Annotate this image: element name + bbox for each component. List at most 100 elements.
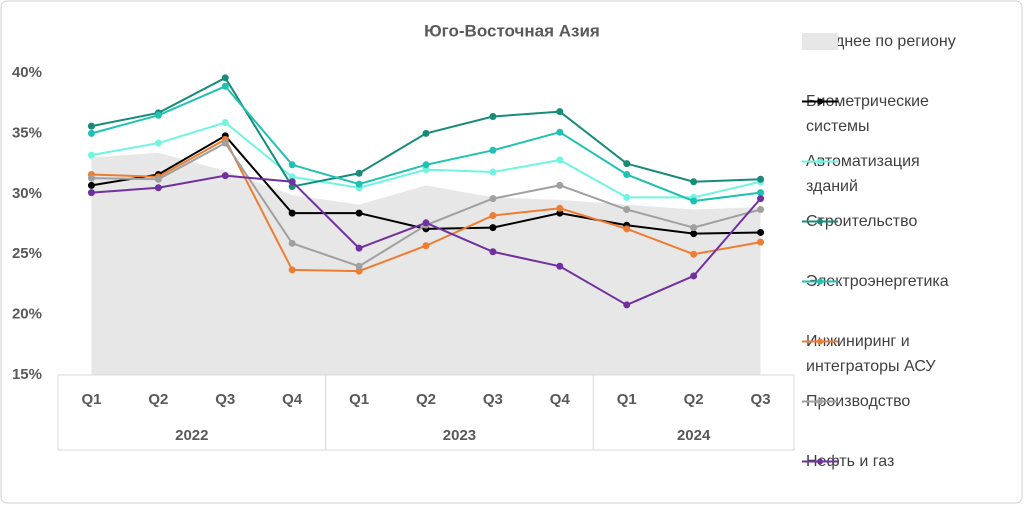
marker: [355, 209, 363, 217]
legend-swatch: [802, 33, 838, 50]
marker: [757, 195, 765, 203]
legend-swatch: [802, 398, 838, 405]
marker: [556, 262, 564, 270]
marker: [489, 112, 497, 120]
marker: [288, 178, 296, 186]
legend-marker: [817, 338, 823, 345]
legend-label: Электроэнергетика: [806, 273, 949, 290]
legend-label: Среднее по региону: [806, 33, 956, 50]
legend-marker: [817, 398, 823, 405]
legend-swatch: [802, 458, 838, 465]
legend-label: Производство: [806, 393, 911, 410]
marker: [556, 108, 564, 116]
legend-item: Строительство: [800, 209, 976, 234]
marker: [87, 181, 95, 189]
legend-swatch: [802, 158, 838, 165]
x-tick-label: Q1: [617, 391, 637, 408]
marker: [623, 193, 631, 201]
legend-label: Инжиниринг и интеграторы АСУ: [806, 333, 936, 375]
x-group-label: 2022: [175, 427, 208, 444]
marker: [154, 175, 162, 183]
legend-item: Инжиниринг и интеграторы АСУ: [800, 329, 976, 379]
marker: [757, 189, 765, 197]
marker: [623, 170, 631, 178]
legend-marker: [817, 218, 823, 225]
marker: [221, 172, 229, 180]
marker: [623, 301, 631, 309]
legend-swatch: [802, 218, 838, 225]
y-tick-label: 20%: [12, 306, 42, 323]
marker: [221, 74, 229, 82]
marker: [87, 189, 95, 197]
marker: [87, 122, 95, 130]
legend-item: Среднее по региону: [800, 29, 976, 54]
legend-item: Автоматизация зданий: [800, 149, 976, 199]
legend-item: Биометрические системы: [800, 89, 976, 139]
y-tick-label: 35%: [12, 124, 42, 141]
legend-label: Автоматизация зданий: [806, 153, 920, 195]
chart-title: Юго-Восточная Азия: [424, 21, 600, 40]
marker: [690, 230, 698, 238]
y-tick-label: 15%: [12, 366, 42, 383]
legend-swatch: [802, 278, 838, 285]
x-tick-label: Q2: [148, 391, 168, 408]
x-tick-label: Q3: [751, 391, 771, 408]
marker: [288, 209, 296, 217]
marker: [422, 219, 430, 227]
x-tick-label: Q4: [550, 391, 571, 408]
marker: [221, 139, 229, 147]
legend-marker: [817, 278, 823, 285]
marker: [154, 139, 162, 147]
marker: [757, 206, 765, 214]
legend-area: [802, 33, 838, 50]
marker: [623, 160, 631, 168]
marker: [422, 161, 430, 169]
marker: [489, 248, 497, 256]
legend-item: Нефть и газ: [800, 449, 976, 474]
x-tick-label: Q3: [215, 391, 235, 408]
marker: [489, 212, 497, 220]
y-tick-label: 30%: [12, 185, 42, 202]
marker: [690, 250, 698, 258]
marker: [489, 168, 497, 176]
marker: [623, 206, 631, 214]
marker: [355, 180, 363, 188]
marker: [556, 128, 564, 136]
legend-label: Нефть и газ: [806, 453, 895, 470]
y-tick-label: 25%: [12, 245, 42, 262]
marker: [556, 204, 564, 212]
x-tick-label: Q2: [416, 391, 436, 408]
marker: [422, 129, 430, 137]
marker: [288, 161, 296, 169]
marker: [288, 239, 296, 247]
legend-swatch: [802, 338, 838, 345]
x-tick-label: Q1: [81, 391, 101, 408]
area: [91, 152, 761, 375]
marker: [556, 181, 564, 189]
marker: [355, 262, 363, 270]
legend-marker: [817, 158, 823, 165]
x-tick-label: Q4: [282, 391, 303, 408]
marker: [489, 224, 497, 232]
marker: [221, 82, 229, 90]
marker: [690, 197, 698, 205]
marker: [288, 266, 296, 274]
marker: [690, 224, 698, 232]
marker: [489, 146, 497, 154]
marker: [757, 238, 765, 246]
marker: [623, 225, 631, 233]
x-group-label: 2024: [677, 427, 711, 444]
marker: [355, 244, 363, 252]
marker: [154, 111, 162, 119]
x-tick-label: Q2: [684, 391, 704, 408]
marker: [87, 174, 95, 182]
marker: [690, 272, 698, 280]
marker: [556, 156, 564, 164]
legend-label: Биометрические системы: [806, 93, 929, 135]
x-tick-label: Q3: [483, 391, 503, 408]
legend-marker: [817, 458, 823, 465]
marker: [221, 119, 229, 127]
marker: [355, 169, 363, 177]
x-group-label: 2023: [443, 427, 476, 444]
